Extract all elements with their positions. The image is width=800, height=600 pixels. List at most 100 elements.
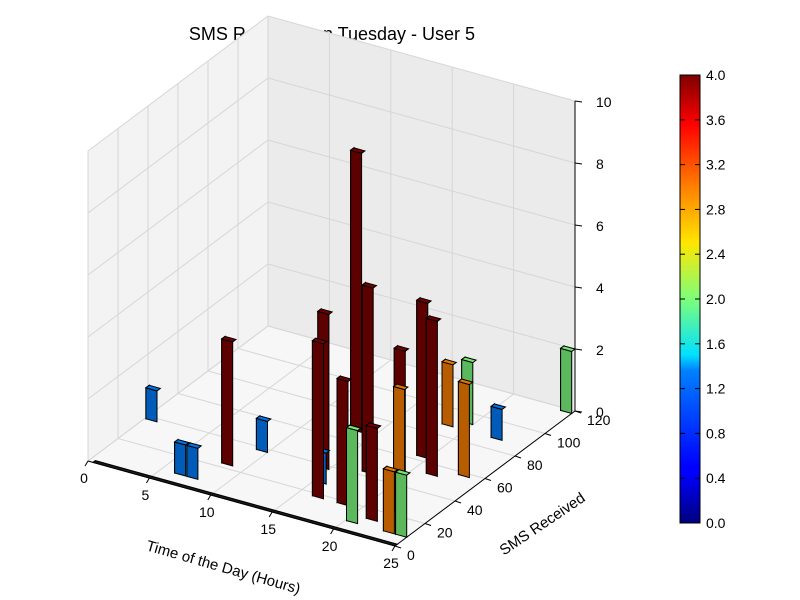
colorbar-tick-label: 2.8 [706, 201, 726, 217]
bar [457, 377, 474, 479]
bar [255, 414, 272, 454]
bar-top [457, 378, 474, 386]
colorbar-tick-label: 2.4 [706, 246, 726, 262]
bar [489, 402, 507, 442]
colorbar-tick-label: 1.2 [706, 381, 726, 397]
bar [173, 438, 191, 477]
z-tick-label: 2 [596, 342, 604, 358]
x-tick-mark [145, 477, 150, 484]
bar-front [311, 340, 324, 500]
y-tick-label: 120 [587, 412, 611, 428]
bar-top [440, 358, 458, 366]
bar [415, 296, 433, 460]
bar-front [365, 424, 378, 523]
x-tick-mark [391, 545, 396, 552]
z-tick-label: 10 [596, 94, 612, 110]
colorbar-tick-label: 4.0 [706, 67, 726, 83]
grid-z [87, 15, 576, 152]
bar-top [382, 465, 399, 473]
colorbar-tick-label: 0.8 [706, 425, 726, 441]
z-tick-label: 8 [596, 156, 604, 172]
z-tick-label: 4 [596, 280, 604, 296]
bar-top [460, 356, 478, 364]
x-tick-mark [268, 511, 273, 518]
x-tick-label: 0 [80, 470, 88, 486]
baseline-strip [91, 460, 399, 547]
z-tick-label: 6 [596, 218, 604, 234]
z-tick-mark [574, 224, 583, 227]
bar-front [457, 380, 470, 479]
bar-front [174, 441, 187, 477]
y-tick-mark [514, 455, 522, 459]
x-axis-label: Time of the Day (Hours) [144, 538, 302, 598]
back-pane [268, 16, 575, 411]
y-tick-label: 0 [407, 547, 415, 563]
bar-front [350, 149, 363, 433]
y-tick-label: 40 [467, 502, 483, 518]
x-tick-label: 25 [383, 555, 399, 571]
bar-top [220, 335, 238, 343]
bar [185, 441, 203, 481]
bar-top [365, 422, 382, 429]
bar [220, 335, 238, 467]
y-tick-label: 80 [527, 457, 543, 473]
z-tick-mark [574, 162, 583, 165]
bar-front [255, 417, 268, 454]
colorbar-tick-label: 3.2 [706, 157, 726, 173]
bar [349, 146, 367, 433]
bar-top [349, 147, 367, 154]
bar-top [393, 345, 410, 352]
x-tick-label: 10 [199, 504, 215, 520]
bar-top [335, 375, 353, 383]
bar-front [221, 338, 234, 467]
bar-top [415, 297, 433, 304]
bar [425, 314, 442, 478]
z-tick-mark [574, 100, 583, 103]
y-axis-label: SMS Received [497, 489, 589, 559]
x-tick-label: 20 [322, 538, 338, 554]
bar-front [382, 468, 395, 535]
bar-top [394, 469, 412, 476]
bar-top [425, 315, 442, 322]
grid-z [87, 139, 576, 276]
bar-front [441, 361, 454, 428]
bar [365, 421, 382, 523]
bar-top [392, 383, 410, 391]
bar-front [490, 405, 503, 442]
bar-top [255, 415, 272, 423]
bar-front [425, 317, 438, 478]
colorbar-ticks: 0.0 0.4 0.8 1.2 1.6 2.0 2.4 2.8 3.2 3.6 4.0 [680, 67, 726, 531]
bar [311, 337, 328, 500]
x-tick-mark [84, 460, 89, 467]
x-tick-label: 15 [260, 521, 276, 537]
bar [335, 374, 353, 507]
z-tick-mark [574, 410, 583, 413]
y-tick-label: 20 [437, 525, 453, 541]
y-tick-mark [484, 478, 492, 481]
bar-top [173, 438, 191, 446]
z-tick-label: 0 [596, 404, 604, 420]
bar-front [346, 426, 359, 525]
bar-top [489, 403, 507, 410]
y-tick-mark [394, 545, 402, 549]
bar-top [185, 442, 203, 449]
bar [345, 424, 363, 525]
x-tick-mark [207, 494, 212, 501]
colorbar-tick-label: 1.6 [706, 336, 726, 352]
y-tick-mark [424, 523, 432, 526]
grid-z [87, 77, 576, 214]
bar-front [145, 387, 158, 423]
z-tick-mark [574, 286, 583, 289]
z-tick-mark [574, 348, 583, 351]
colorbar-tick-label: 3.6 [706, 112, 726, 128]
bar [559, 344, 577, 415]
grid-z [87, 201, 576, 338]
bar-top [144, 384, 162, 392]
bars-group [91, 146, 577, 547]
x-tick-mark [330, 528, 335, 535]
colorbar-tick-label: 0.0 [706, 515, 726, 531]
bar-top [316, 308, 334, 316]
y-tick-mark [544, 433, 552, 436]
colorbar-tick-label: 0.4 [706, 470, 726, 486]
